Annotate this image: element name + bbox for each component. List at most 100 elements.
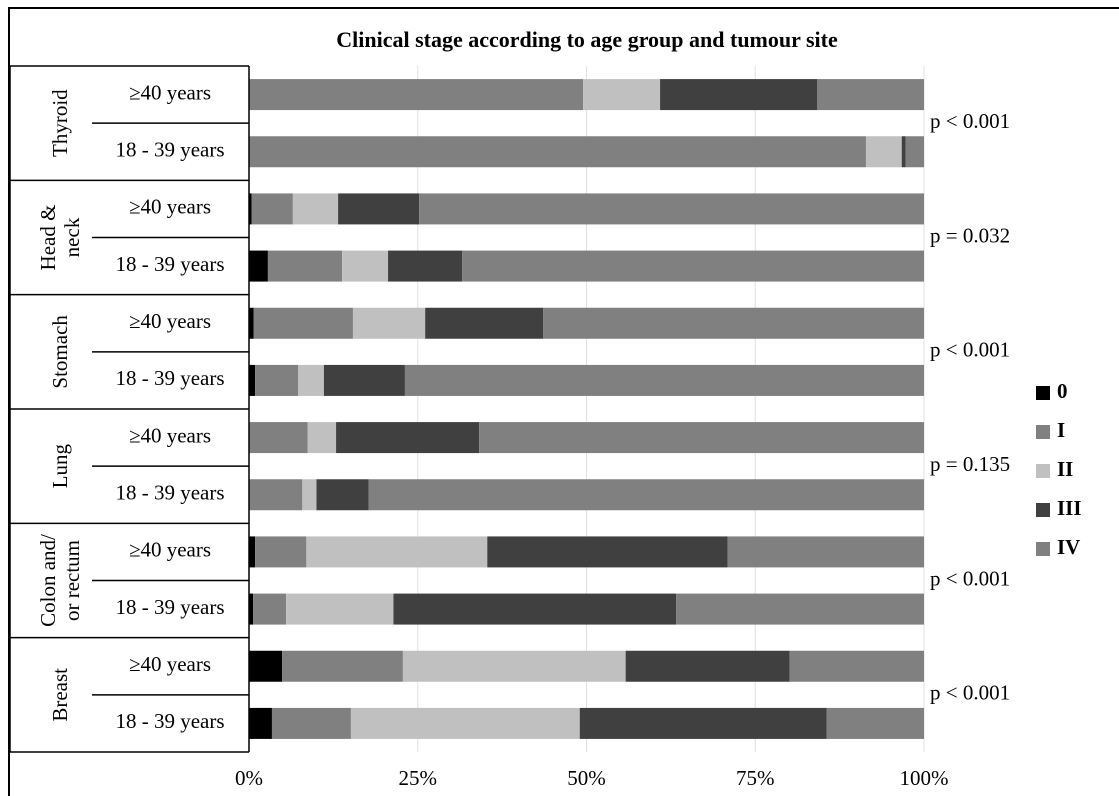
- bar-segment: [251, 193, 293, 225]
- bar-segment: [253, 307, 353, 339]
- category-label: ≥40 years: [129, 195, 211, 219]
- legend-label: III: [1057, 496, 1082, 520]
- bar-segment: [249, 536, 256, 568]
- bar-segment: [306, 536, 488, 568]
- x-tick-label: 25%: [399, 766, 438, 790]
- group-label: neck: [60, 217, 84, 257]
- bar-segment: [307, 422, 337, 454]
- group-label: Colon and/: [36, 534, 60, 627]
- bar-segment: [583, 79, 661, 111]
- bar-segment: [249, 79, 584, 111]
- bar-segment: [479, 422, 924, 454]
- bar-segment: [249, 479, 303, 511]
- group-label: Stomach: [48, 315, 72, 389]
- bar-segment: [462, 250, 924, 282]
- category-label: 18 - 39 years: [115, 709, 224, 733]
- bar-segment: [298, 364, 324, 396]
- category-label: ≥40 years: [129, 423, 211, 447]
- bar-segment: [267, 250, 343, 282]
- bar-segment: [543, 307, 924, 339]
- p-value-annotation: p = 0.135: [930, 452, 1010, 476]
- category-label: 18 - 39 years: [115, 595, 224, 619]
- group-label: or rectum: [60, 540, 84, 621]
- category-label: ≥40 years: [129, 652, 211, 676]
- bar-segment: [249, 593, 254, 625]
- legend-swatch: [1036, 425, 1050, 439]
- bar-segment: [292, 193, 339, 225]
- p-value-annotation: p < 0.001: [930, 109, 1010, 133]
- bar-segment: [350, 707, 580, 739]
- bar-segment: [302, 479, 317, 511]
- group-label: Head &: [36, 205, 60, 271]
- category-label: 18 - 39 years: [115, 366, 224, 390]
- legend-label: II: [1057, 457, 1073, 481]
- legend-label: 0: [1057, 379, 1068, 403]
- legend-swatch: [1036, 542, 1050, 556]
- group-label: Thyroid: [48, 89, 72, 157]
- bar-segment: [336, 422, 480, 454]
- bar-segment: [425, 307, 544, 339]
- bar-segment: [727, 536, 924, 568]
- bar-segment: [282, 650, 403, 682]
- bar-segment: [402, 650, 626, 682]
- bar-segment: [249, 250, 268, 282]
- category-label: ≥40 years: [129, 538, 211, 562]
- bar-segment: [388, 250, 463, 282]
- p-value-annotation: p < 0.001: [930, 566, 1010, 590]
- bar-segment: [286, 593, 394, 625]
- bar-segment: [625, 650, 790, 682]
- bar-segment: [316, 479, 369, 511]
- x-tick-label: 100%: [900, 766, 949, 790]
- bar-segment: [323, 364, 405, 396]
- x-tick-label: 50%: [567, 766, 606, 790]
- bar-segment: [905, 136, 924, 168]
- frame: [8, 7, 1119, 796]
- x-tick-label: 0%: [235, 766, 263, 790]
- bar-segment: [826, 707, 924, 739]
- p-value-annotation: p < 0.001: [930, 681, 1010, 705]
- bar-segment: [419, 193, 924, 225]
- p-value-annotation: p = 0.032: [930, 223, 1010, 247]
- bar-segment: [901, 136, 906, 168]
- bar-segment: [249, 136, 866, 168]
- bar-segment: [487, 536, 728, 568]
- bar-segment: [255, 536, 307, 568]
- legend-label: IV: [1057, 535, 1080, 559]
- group-label: Lung: [48, 444, 72, 489]
- bar-segment: [368, 479, 925, 511]
- bar-segment: [660, 79, 818, 111]
- bar-segment: [249, 650, 283, 682]
- group-label: Breast: [48, 668, 72, 722]
- legend-label: I: [1057, 418, 1065, 442]
- bar-segment: [249, 307, 254, 339]
- bar-segment: [271, 707, 351, 739]
- bar-segment: [249, 707, 272, 739]
- bar-segment: [393, 593, 677, 625]
- bar-segment: [342, 250, 389, 282]
- category-label: 18 - 39 years: [115, 138, 224, 162]
- bar-segment: [404, 364, 924, 396]
- p-value-annotation: p < 0.001: [930, 338, 1010, 362]
- bar-segment: [865, 136, 902, 168]
- bar-segment: [817, 79, 924, 111]
- legend-swatch: [1036, 464, 1050, 478]
- category-label: 18 - 39 years: [115, 481, 224, 505]
- bar-segment: [338, 193, 420, 225]
- bar-segment: [253, 593, 287, 625]
- bar-segment: [789, 650, 924, 682]
- category-label: ≥40 years: [129, 80, 211, 104]
- bar-segment: [249, 193, 252, 225]
- legend-swatch: [1036, 386, 1050, 400]
- bar-segment: [255, 364, 299, 396]
- bar-segment: [676, 593, 924, 625]
- bar-segment: [249, 422, 308, 454]
- chart-title: Clinical stage according to age group an…: [336, 27, 838, 52]
- bar-segment: [249, 364, 256, 396]
- bar-segment: [579, 707, 827, 739]
- bar-segment: [352, 307, 426, 339]
- category-label: 18 - 39 years: [115, 252, 224, 276]
- x-tick-label: 75%: [736, 766, 775, 790]
- category-label: ≥40 years: [129, 309, 211, 333]
- legend-swatch: [1036, 503, 1050, 517]
